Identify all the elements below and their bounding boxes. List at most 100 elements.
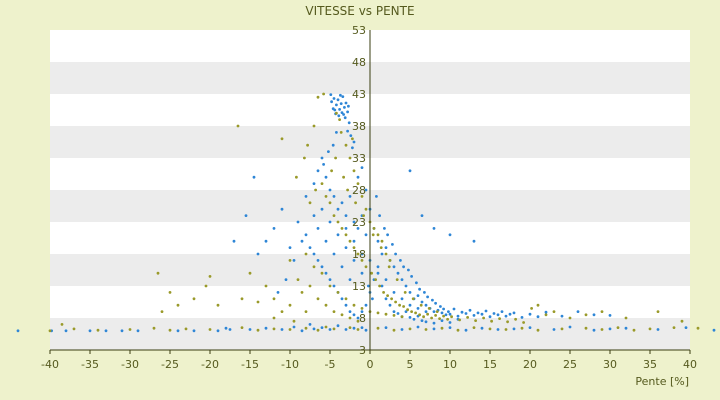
data-point-olive <box>536 328 540 332</box>
data-point-olive <box>379 246 383 250</box>
data-point-blue <box>608 314 612 317</box>
data-point-blue <box>384 278 388 281</box>
y-tick-label: 43 <box>352 88 366 101</box>
data-point-blue <box>576 310 580 313</box>
data-point-blue <box>272 227 276 230</box>
data-point-olive <box>406 308 409 312</box>
data-point-blue <box>416 307 420 310</box>
data-point-blue <box>264 326 268 330</box>
data-point-blue <box>356 175 360 179</box>
data-point-blue <box>392 265 396 269</box>
data-point-olive <box>339 131 343 134</box>
data-point-olive <box>422 315 425 319</box>
data-point-blue <box>391 243 394 246</box>
data-point-blue <box>528 326 532 329</box>
x-tick-label: -35 <box>81 358 99 371</box>
data-point-olive <box>295 175 298 179</box>
data-point-olive <box>328 284 332 288</box>
data-point-olive <box>656 310 660 313</box>
data-point-blue <box>375 195 378 198</box>
data-point-blue <box>712 328 716 332</box>
data-point-blue <box>176 329 180 333</box>
data-point-olive <box>364 265 368 269</box>
data-point-olive <box>208 328 212 331</box>
data-point-olive <box>392 328 396 332</box>
data-point-olive <box>352 169 356 173</box>
data-point-blue <box>364 233 368 237</box>
data-point-blue <box>464 312 468 315</box>
data-point-olive <box>440 326 444 330</box>
data-point-olive <box>272 327 276 331</box>
data-point-olive <box>408 327 412 331</box>
data-point-olive <box>374 278 377 281</box>
x-tick-label: -25 <box>161 358 179 371</box>
data-point-blue <box>316 169 320 173</box>
data-point-blue <box>335 103 338 107</box>
data-point-blue <box>592 313 596 317</box>
data-point-olive <box>184 327 188 331</box>
data-point-blue <box>400 278 404 281</box>
data-point-blue <box>224 326 228 330</box>
data-point-olive <box>360 307 364 310</box>
data-point-olive <box>400 315 404 319</box>
data-point-olive <box>402 305 405 308</box>
data-point-olive <box>395 278 399 281</box>
data-point-blue <box>343 106 346 109</box>
data-point-blue <box>300 239 304 243</box>
data-point-olive <box>296 278 300 281</box>
data-point-olive <box>434 314 437 317</box>
data-point-olive <box>316 297 320 301</box>
x-tick-label: -5 <box>325 358 336 371</box>
data-point-blue <box>380 284 384 288</box>
data-point-blue <box>500 310 504 313</box>
data-point-olive <box>552 310 556 313</box>
data-point-blue <box>624 326 628 330</box>
data-point-blue <box>336 98 340 102</box>
data-point-blue <box>340 201 344 205</box>
data-point-blue <box>442 307 445 311</box>
data-point-blue <box>256 252 260 256</box>
data-point-olive <box>356 182 360 186</box>
data-point-blue <box>292 325 296 329</box>
data-point-blue <box>412 317 416 321</box>
data-point-olive <box>352 303 356 307</box>
data-point-blue <box>383 227 386 230</box>
x-tick-label: 10 <box>443 358 457 371</box>
data-points <box>16 92 716 333</box>
data-point-olive <box>346 188 349 192</box>
data-point-olive <box>376 311 380 315</box>
data-point-olive <box>312 265 316 269</box>
data-point-olive <box>584 313 588 317</box>
data-point-blue <box>284 278 288 281</box>
data-point-blue <box>228 328 232 331</box>
data-point-blue <box>376 265 380 269</box>
data-point-blue <box>340 265 344 269</box>
data-point-olive <box>390 297 393 301</box>
data-point-olive <box>482 316 485 320</box>
data-point-blue <box>340 297 344 301</box>
data-point-blue <box>376 239 380 243</box>
data-point-blue <box>352 239 356 243</box>
data-point-olive <box>398 303 401 307</box>
data-point-olive <box>322 92 325 96</box>
data-point-blue <box>492 312 496 315</box>
data-point-blue <box>520 316 524 319</box>
data-point-blue <box>367 284 370 288</box>
data-point-blue <box>360 310 364 313</box>
data-point-blue <box>120 329 124 333</box>
data-point-blue <box>312 327 316 331</box>
data-point-olive <box>632 328 636 332</box>
data-point-olive <box>472 326 476 329</box>
data-point-olive <box>498 317 501 320</box>
y-tick-label: 38 <box>352 120 366 133</box>
y-tick-label: 33 <box>352 152 366 165</box>
data-point-blue <box>384 297 388 301</box>
data-point-olive <box>348 326 352 329</box>
data-point-blue <box>16 329 20 333</box>
data-point-blue <box>328 188 332 192</box>
x-tick-label: 35 <box>643 358 657 371</box>
data-point-blue <box>496 328 500 331</box>
x-tick-label: -30 <box>121 358 139 371</box>
data-point-olive <box>344 143 348 147</box>
